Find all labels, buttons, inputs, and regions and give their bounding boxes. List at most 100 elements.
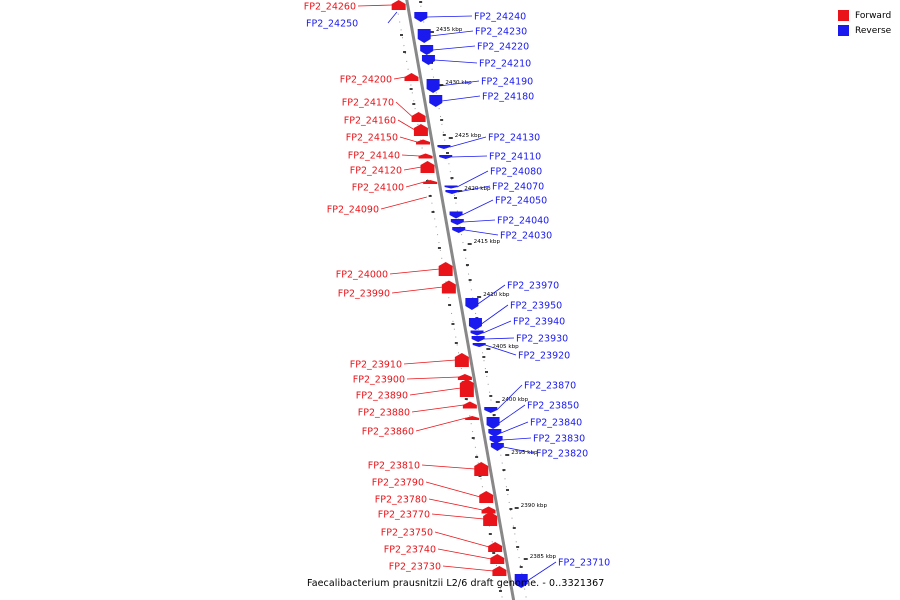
genome-backbone bbox=[405, 0, 516, 600]
legend-forward-label: Forward bbox=[855, 10, 892, 21]
reverse-gene-glyph bbox=[417, 29, 431, 43]
forward-gene-glyph bbox=[420, 161, 435, 173]
forward-gene-glyph bbox=[441, 280, 456, 294]
reverse-gene-glyph bbox=[472, 343, 486, 347]
forward-gene-glyph bbox=[423, 180, 438, 184]
gene-connector bbox=[357, 4, 393, 7]
scale-label: 2415 kbp bbox=[474, 239, 501, 245]
reverse-gene-label: FP2_24130 bbox=[488, 133, 540, 144]
gene-connector bbox=[484, 337, 515, 340]
forward-gene-glyph bbox=[490, 554, 505, 564]
gene-connector bbox=[389, 268, 440, 275]
forward-gene-label: FP2_24200 bbox=[340, 75, 392, 86]
gene-connector bbox=[403, 166, 422, 171]
forward-gene-glyph bbox=[488, 542, 503, 552]
reverse-gene-label: FP2_24030 bbox=[500, 231, 552, 242]
gene-connector bbox=[502, 437, 532, 441]
reverse-gene-glyph bbox=[488, 429, 502, 437]
reverse-gene-label: FP2_24040 bbox=[497, 216, 549, 227]
scale-label: 2410 kbp bbox=[483, 292, 510, 298]
reverse-gene-label: FP2_24190 bbox=[481, 77, 533, 88]
gene-connector bbox=[457, 185, 491, 193]
reverse-gene-glyph bbox=[444, 185, 458, 189]
gene-connector bbox=[421, 464, 476, 470]
reverse-gene-glyph bbox=[445, 190, 459, 194]
reverse-gene-label: FP2_24070 bbox=[492, 182, 544, 193]
gene-connector bbox=[449, 136, 487, 148]
reverse-gene-label: FP2_23950 bbox=[510, 301, 562, 312]
gene-connector bbox=[451, 155, 488, 158]
reverse-gene-glyph bbox=[439, 155, 453, 159]
forward-gene-label: FP2_24000 bbox=[336, 270, 388, 281]
forward-gene-glyph bbox=[479, 491, 494, 503]
forward-gene-label: FP2_24160 bbox=[344, 116, 396, 127]
forward-gene-glyph bbox=[454, 353, 469, 367]
forward-gene-label: FP2_23990 bbox=[338, 289, 390, 300]
forward-gene-glyph bbox=[483, 512, 498, 526]
reverse-gene-label: FP2_24250 bbox=[306, 19, 358, 30]
forward-gene-label: FP2_24090 bbox=[327, 205, 379, 216]
gene-connector bbox=[456, 170, 489, 188]
forward-gene-label: FP2_24140 bbox=[348, 151, 400, 162]
forward-gene-glyph bbox=[438, 262, 453, 276]
forward-gene-label: FP2_23750 bbox=[381, 528, 433, 539]
reverse-gene-label: FP2_23920 bbox=[518, 351, 570, 362]
gene-connector bbox=[439, 80, 480, 87]
gene-connector bbox=[428, 498, 483, 511]
forward-gene-label: FP2_23860 bbox=[362, 427, 414, 438]
reverse-gene-glyph bbox=[465, 298, 479, 310]
forward-gene-label: FP2_24170 bbox=[342, 98, 394, 109]
reverse-gene-glyph bbox=[420, 45, 434, 55]
gene-connector bbox=[403, 359, 456, 365]
forward-swatch bbox=[838, 10, 849, 21]
gene-connector bbox=[393, 76, 406, 80]
scale-label: 2390 kbp bbox=[521, 503, 548, 509]
gene-connector bbox=[401, 154, 420, 157]
reverse-gene-glyph bbox=[514, 574, 528, 588]
gene-connector bbox=[395, 101, 413, 118]
gene-connector bbox=[442, 565, 494, 572]
forward-gene-label: FP2_23810 bbox=[368, 461, 420, 472]
forward-gene-glyph bbox=[462, 401, 477, 409]
gene-connector bbox=[397, 119, 416, 131]
forward-gene-label: FP2_23730 bbox=[389, 562, 441, 573]
gene-connector bbox=[391, 286, 443, 294]
reverse-gene-label: FP2_23940 bbox=[513, 317, 565, 328]
forward-gene-label: FP2_24100 bbox=[352, 183, 404, 194]
reverse-gene-glyph bbox=[468, 318, 482, 330]
scale-label: 2400 kbp bbox=[502, 397, 529, 403]
gene-connector bbox=[411, 404, 464, 413]
gene-connector bbox=[425, 481, 481, 498]
reverse-gene-glyph bbox=[452, 227, 466, 233]
legend-forward: Forward bbox=[838, 8, 898, 23]
scale-label: 2435 kbp bbox=[436, 27, 463, 33]
scale-label: 2385 kbp bbox=[530, 554, 557, 560]
reverse-gene-label: FP2_23850 bbox=[527, 401, 579, 412]
reverse-gene-label: FP2_23830 bbox=[533, 434, 585, 445]
gene-connector bbox=[431, 513, 485, 520]
reverse-gene-glyph bbox=[426, 79, 440, 93]
reverse-gene-glyph bbox=[484, 407, 498, 413]
forward-gene-glyph bbox=[413, 124, 428, 136]
gene-connector bbox=[380, 196, 427, 210]
reverse-gene-label: FP2_23840 bbox=[530, 418, 582, 429]
reverse-gene-label: FP2_24050 bbox=[495, 196, 547, 207]
scale-label: 2425 kbp bbox=[455, 133, 482, 139]
reverse-gene-label: FP2_24180 bbox=[482, 92, 534, 103]
gene-connector bbox=[399, 136, 418, 143]
reverse-gene-glyph bbox=[421, 55, 435, 65]
gene-connector bbox=[526, 561, 557, 582]
forward-gene-glyph bbox=[391, 0, 406, 10]
reverse-gene-label: FP2_24210 bbox=[479, 59, 531, 70]
forward-gene-label: FP2_23880 bbox=[358, 408, 410, 419]
reverse-gene-glyph bbox=[471, 336, 485, 342]
reverse-gene-label: FP2_23820 bbox=[536, 449, 588, 460]
gene-connector bbox=[406, 376, 459, 380]
forward-gene-label: FP2_24260 bbox=[304, 2, 356, 13]
forward-gene-label: FP2_23740 bbox=[384, 545, 436, 556]
forward-gene-glyph bbox=[465, 416, 480, 420]
gene-connector bbox=[461, 199, 494, 216]
gene-connector bbox=[409, 387, 461, 396]
gene-connector bbox=[387, 11, 398, 24]
gene-connector bbox=[503, 446, 535, 454]
